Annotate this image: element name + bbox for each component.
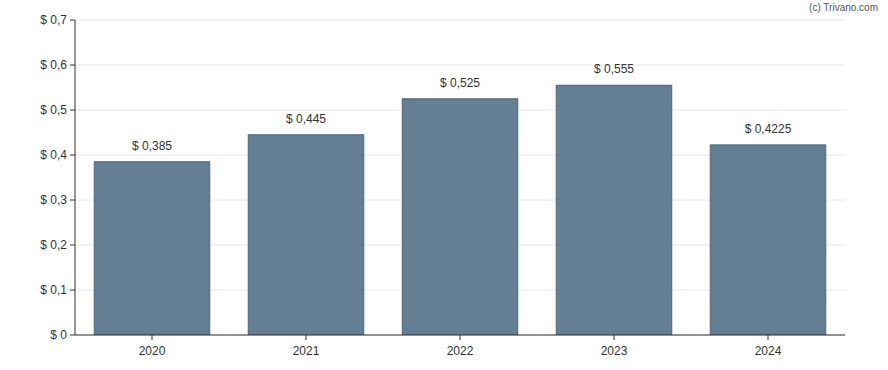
grid-line [75, 20, 845, 21]
chart: $ 0 $ 0,1 $ 0,2 $ 0,3 $ 0,4 $ 0,5 $ 0,6 $ 0,7 $ … [0, 0, 888, 370]
y-tick [70, 335, 75, 336]
x-tick-label: 2023 [601, 344, 628, 358]
x-tick-label: 2020 [139, 344, 166, 358]
bars [94, 85, 826, 335]
y-tick-label: $ 0,1 [40, 283, 67, 297]
x-tick [614, 335, 615, 340]
x-tick-label: 2024 [755, 344, 782, 358]
y-tick [70, 110, 75, 111]
y-tick-label: $ 0,3 [40, 193, 67, 207]
bar [556, 85, 672, 335]
data-label: $ 0,555 [594, 62, 634, 76]
bar [710, 145, 826, 335]
y-tick-label: $ 0,7 [40, 13, 67, 27]
x-tick [152, 335, 153, 340]
y-axis-line [75, 20, 76, 335]
data-label: $ 0,385 [132, 139, 172, 153]
x-tick-label: 2022 [447, 344, 474, 358]
x-tick [460, 335, 461, 340]
y-tick-label: $ 0,2 [40, 238, 67, 252]
y-tick-label: $ 0,4 [40, 148, 67, 162]
y-tick [70, 155, 75, 156]
y-tick-label: $ 0,6 [40, 58, 67, 72]
y-tick-label: $ 0 [50, 328, 67, 342]
y-tick [70, 200, 75, 201]
bar [248, 135, 364, 335]
credit: (c) Trivano.com [809, 2, 878, 13]
y-tick [70, 20, 75, 21]
y-tick-label: $ 0,5 [40, 103, 67, 117]
x-tick [306, 335, 307, 340]
y-tick [70, 290, 75, 291]
data-label: $ 0,445 [286, 112, 326, 126]
data-label: $ 0,525 [440, 76, 480, 90]
chart-container: $ 0 $ 0,1 $ 0,2 $ 0,3 $ 0,4 $ 0,5 $ 0,6 $ 0,7 $ … [0, 0, 888, 370]
x-tick-label: 2021 [293, 344, 320, 358]
x-tick [768, 335, 769, 340]
y-tick [70, 245, 75, 246]
grid-line [75, 65, 845, 66]
data-label: $ 0,4225 [745, 122, 792, 136]
bar [402, 99, 518, 335]
y-tick [70, 65, 75, 66]
bar [94, 162, 210, 335]
